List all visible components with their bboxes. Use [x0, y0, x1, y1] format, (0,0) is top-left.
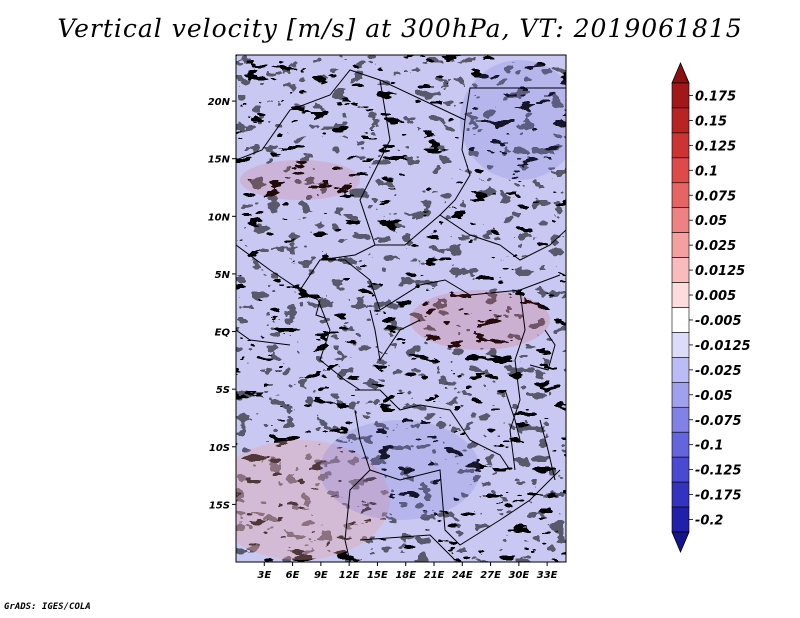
- lon-tick-label: 27E: [480, 570, 501, 581]
- colorbar-swatch: [671, 431, 690, 458]
- colorbar-swatch: [671, 506, 690, 533]
- lon-tick-label: 24E: [452, 570, 473, 581]
- colorbar-under-arrow: [671, 531, 690, 554]
- colorbar-swatch: [671, 406, 690, 433]
- colorbar-swatch: [671, 232, 690, 258]
- colorbar-over-arrow: [671, 61, 690, 84]
- colorbar-label: -0.05: [695, 389, 732, 404]
- colorbar-swatch: [671, 257, 690, 283]
- lon-tick-label: 15E: [367, 570, 388, 581]
- colorbar-swatch: [671, 207, 690, 233]
- lon-tick-label: 21E: [424, 570, 445, 581]
- lon-tick-label: 12E: [339, 570, 360, 581]
- colorbar-label: 0.025: [695, 239, 736, 254]
- map-field: [236, 55, 566, 562]
- colorbar-label: -0.125: [695, 464, 742, 479]
- colorbar-label: 0.15: [695, 114, 727, 129]
- colorbar: 0.175 0.15 0.125 0.1 0.075 0.05 0.025 0.0125 0.0…: [671, 61, 751, 554]
- colorbar-label: 0.05: [695, 214, 727, 229]
- colorbar-swatch: [671, 332, 690, 358]
- colorbar-swatch: [671, 382, 690, 408]
- map-frame: [235, 54, 567, 563]
- lat-tick-label: 5S: [216, 385, 230, 396]
- grads-credit: GrADS: IGES/COLA: [4, 602, 91, 612]
- colorbar-label: 0.075: [695, 189, 736, 204]
- lat-tick-label: 5N: [215, 270, 231, 281]
- colorbar-swatch: [671, 282, 690, 308]
- lon-tick-label: 18E: [395, 570, 416, 581]
- colorbar-label: -0.0125: [695, 339, 751, 354]
- colorbar-label: -0.025: [695, 364, 742, 379]
- lon-tick-label: 9E: [314, 570, 328, 581]
- colorbar-swatch: [671, 82, 690, 109]
- colorbar-label: -0.175: [695, 489, 742, 504]
- colorbar-swatch: [671, 481, 690, 508]
- colorbar-swatch: [671, 456, 690, 483]
- lon-tick-label: 6E: [286, 570, 300, 581]
- lat-tick-label: 10S: [209, 443, 230, 454]
- lon-tick-label: 30E: [508, 570, 529, 581]
- colorbar-label: -0.005: [695, 314, 742, 329]
- latitude-axis: 20N 15N 10N 5N EQ 5S 10S 15S: [208, 97, 236, 511]
- colorbar-label: 0.1: [695, 164, 718, 179]
- lat-tick-label: 15N: [208, 155, 231, 166]
- colorbar-swatch: [671, 182, 690, 209]
- colorbar-swatch: [671, 357, 690, 383]
- colorbar-label: 0.005: [695, 289, 736, 304]
- colorbar-label: 0.125: [695, 139, 736, 154]
- colorbar-label: -0.075: [695, 414, 742, 429]
- country-borders: [236, 69, 566, 562]
- colorbar-swatch: [671, 132, 690, 159]
- longitude-axis: 3E 6E 9E 12E 15E 18E 21E 24E 27E 30E 33E: [257, 562, 558, 581]
- colorbar-label: 0.175: [695, 89, 736, 104]
- colorbar-label: -0.1: [695, 439, 723, 454]
- lat-tick-label: 20N: [208, 97, 231, 108]
- lon-tick-label: 33E: [537, 570, 558, 581]
- colorbar-swatch: [671, 157, 690, 184]
- lat-tick-label: 10N: [208, 212, 231, 223]
- plot-title: Vertical velocity [m/s] at 300hPa, VT: 2…: [57, 14, 743, 43]
- lat-tick-label: EQ: [215, 328, 231, 339]
- colorbar-swatch: [671, 107, 690, 134]
- colorbar-label: 0.0125: [695, 264, 745, 279]
- colorbar-swatch: [671, 307, 690, 333]
- lat-tick-label: 15S: [209, 500, 230, 511]
- colorbar-label: -0.2: [695, 514, 723, 529]
- lon-tick-label: 3E: [257, 570, 271, 581]
